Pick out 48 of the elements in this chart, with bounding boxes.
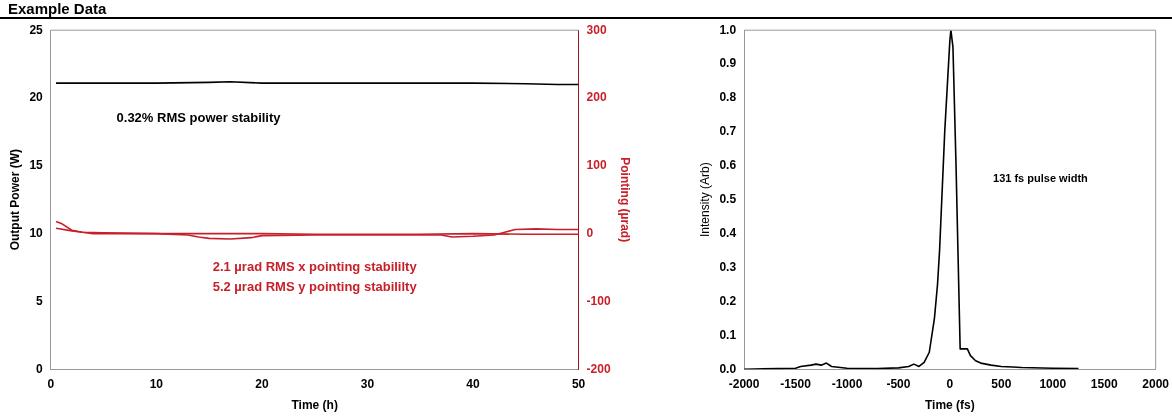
y-tick-label: 0.8 [719,90,737,105]
x-axis-title: Time (h) [291,398,338,413]
x-tick-label: 10 [149,376,164,391]
x-tick-label: 50 [571,376,586,391]
x-tick-label: -1500 [780,376,812,391]
y-axis-title: Output Power (W) [7,149,22,251]
annotation: 131 fs pulse width [993,172,1089,185]
y2-tick-label: 100 [586,158,607,173]
x-tick-label: -1000 [831,376,863,391]
y2-tick-label: 200 [586,90,607,105]
chart-title: Example Data [8,0,107,17]
y-tick-label: 0.3 [719,259,737,274]
x-tick-label: 1000 [1039,376,1067,391]
x-tick-label: 30 [360,376,375,391]
y-tick-label: 0.7 [719,124,737,139]
x-tick-label: 2000 [1142,376,1170,391]
y2-tick-label: 0 [586,225,594,240]
x-tick-label: 500 [991,376,1012,391]
y-tick-label: 1.0 [719,22,737,37]
y-tick-label: 0.9 [719,56,737,71]
x-tick-label: -2000 [728,376,760,391]
y-tick-label: 0.0 [719,361,737,376]
annotation: 0.32% RMS power stability [116,109,282,125]
x-tick-label: -500 [886,376,911,391]
y-tick-label: 5 [36,293,44,308]
y2-tick-label: 300 [586,22,607,37]
annotation: 2.1 µrad RMS x pointing stabililty [212,259,418,275]
y-tick-label: 0.2 [719,293,737,308]
y-tick-label: 0.5 [719,192,737,207]
x-tick-label: 40 [466,376,481,391]
x-axis-title: Time (fs) [924,398,975,413]
y-tick-label: 0.4 [719,225,737,240]
x-tick-label: 0 [946,376,954,391]
x-tick-label: 20 [255,376,269,391]
y-tick-label: 10 [29,225,44,240]
y2-axis-title: Pointing (µrad) [618,157,633,243]
y2-tick-label: -200 [586,361,611,376]
y2-tick-label: -100 [586,293,611,308]
y-tick-label: 15 [29,158,44,173]
y-tick-label: 25 [29,22,44,37]
y-tick-label: 20 [29,90,44,105]
y-axis-title: Intensity (Arb) [697,162,712,238]
annotation: 5.2 µrad RMS y pointing stabililty [212,279,418,295]
y-tick-label: 0.1 [719,327,737,342]
x-tick-label: 1500 [1090,376,1118,391]
y-tick-label: 0 [36,361,44,376]
x-tick-label: 0 [47,376,55,391]
y-tick-label: 0.6 [719,158,737,173]
